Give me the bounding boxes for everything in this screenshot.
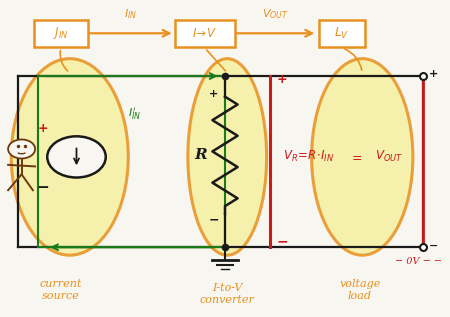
Text: +: + [37, 122, 48, 135]
Text: $J_{IN}$: $J_{IN}$ [53, 25, 69, 41]
Ellipse shape [311, 59, 413, 255]
FancyBboxPatch shape [34, 20, 87, 47]
Text: R: R [194, 148, 207, 162]
Ellipse shape [11, 59, 128, 255]
Text: +: + [428, 69, 438, 80]
Text: $=$: $=$ [349, 150, 362, 164]
Text: − 0V − −: − 0V − − [395, 257, 442, 266]
Text: I-to-V
converter: I-to-V converter [200, 283, 255, 305]
Text: voltage
load: voltage load [339, 279, 381, 301]
FancyBboxPatch shape [319, 20, 365, 47]
Text: $I\!\rightarrow\!V$: $I\!\rightarrow\!V$ [192, 27, 217, 40]
Text: −: − [208, 214, 219, 227]
Text: current
source: current source [40, 279, 82, 301]
Text: $\mathit{L}_V$: $\mathit{L}_V$ [334, 26, 350, 41]
Text: $V_R\!=\!R\!\cdot\!I_{IN}$: $V_R\!=\!R\!\cdot\!I_{IN}$ [283, 149, 334, 165]
Text: +: + [209, 88, 218, 99]
Text: −: − [277, 234, 288, 248]
Circle shape [47, 136, 106, 178]
Text: −: − [428, 241, 438, 251]
Text: $I_{IN}$: $I_{IN}$ [124, 7, 137, 21]
Text: $V_{OUT}$: $V_{OUT}$ [375, 149, 403, 165]
Text: $V_{OUT}$: $V_{OUT}$ [262, 7, 289, 21]
Ellipse shape [188, 59, 266, 255]
Text: −: − [36, 179, 49, 195]
Circle shape [8, 139, 35, 158]
Text: +: + [277, 73, 288, 86]
Text: $\mathit{I}_{IN}'$: $\mathit{I}_{IN}'$ [128, 106, 142, 122]
FancyBboxPatch shape [175, 20, 235, 47]
